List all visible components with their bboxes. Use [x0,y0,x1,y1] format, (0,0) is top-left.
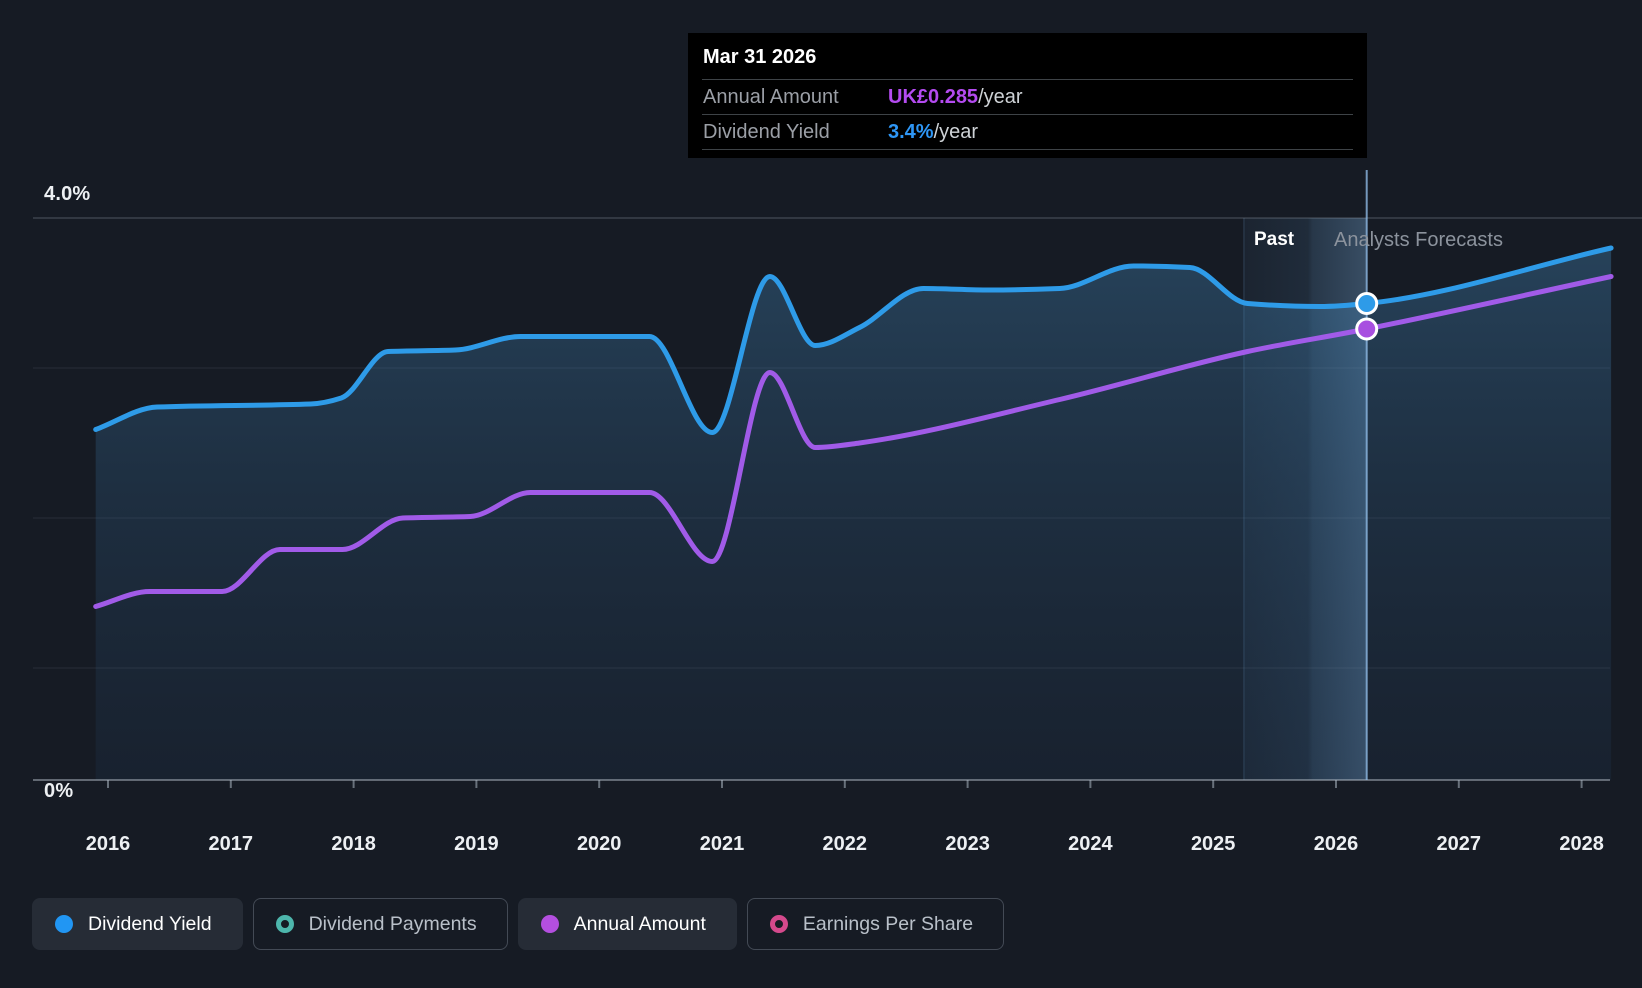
x-tick-label: 2016 [85,833,131,855]
x-tick-label: 2022 [822,833,868,855]
tooltip-divider [702,114,1353,115]
tooltip-value: UK£0.285 [888,85,979,108]
dividend-yield-cursor-marker [1355,292,1379,315]
forecast-zone-label: Analysts Forecasts [1334,229,1503,251]
y-axis-max-label: 4.0% [44,183,91,205]
x-tick-label: 2019 [454,833,499,855]
x-tick-label: 2028 [1559,833,1604,855]
x-tick-label: 2024 [1068,833,1113,855]
legend-button-earnings-per-share[interactable]: Earnings Per Share [746,898,1005,950]
dividend-yield-area [95,248,1612,780]
legend-button-dividend-yield[interactable]: Dividend Yield [32,898,243,950]
x-tick-label: 2017 [208,833,254,855]
x-tick-label: 2025 [1190,833,1236,855]
earnings-per-share-ring-icon [769,915,788,933]
x-tick-label: 2026 [1313,833,1359,855]
dividend-payments-ring-icon [275,915,294,933]
chart-legend: Dividend Yield Dividend Payments Annual … [32,898,1005,950]
tooltip-date: Mar 31 2026 [703,46,817,68]
tooltip-value: 3.4% [888,120,934,143]
x-tick-label: 2023 [945,833,990,855]
legend-label: Dividend Payments [308,912,477,935]
legend-button-annual-amount[interactable]: Annual Amount [517,898,737,950]
legend-label: Earnings Per Share [802,912,974,935]
tooltip-row-dividend-yield: Dividend Yield 3.4%/year [688,115,1367,149]
tooltip-divider [702,79,1353,80]
tooltip-suffix: /year [978,85,1023,108]
tooltip-label: Dividend Yield [703,120,830,143]
annual-amount-line [93,274,1614,609]
x-tick-label: 2020 [576,833,622,855]
past-zone-label: Past [1254,229,1295,250]
annual-amount-cursor-marker [1355,317,1379,341]
legend-label: Annual Amount [573,912,706,935]
x-tick-label: 2021 [699,833,745,855]
tooltip-divider [702,149,1353,150]
tooltip-row-annual-amount: Annual Amount UK£0.285/year [688,80,1367,114]
dividend-yield-dot-icon [55,915,73,933]
tooltip-suffix: /year [933,120,979,143]
annual-amount-dot-icon [540,915,559,933]
chart-tooltip: Mar 31 2026 Annual Amount UK£0.285/year … [688,33,1367,158]
x-tick-label: 2018 [331,833,376,855]
legend-button-dividend-payments[interactable]: Dividend Payments [252,898,508,950]
y-axis-min-label: 0% [44,780,74,802]
tooltip-label: Annual Amount [703,85,839,108]
legend-label: Dividend Yield [88,912,212,935]
tooltip-padding [688,150,1367,158]
dividend-yield-line [93,245,1614,435]
x-tick-label: 2027 [1436,833,1482,855]
